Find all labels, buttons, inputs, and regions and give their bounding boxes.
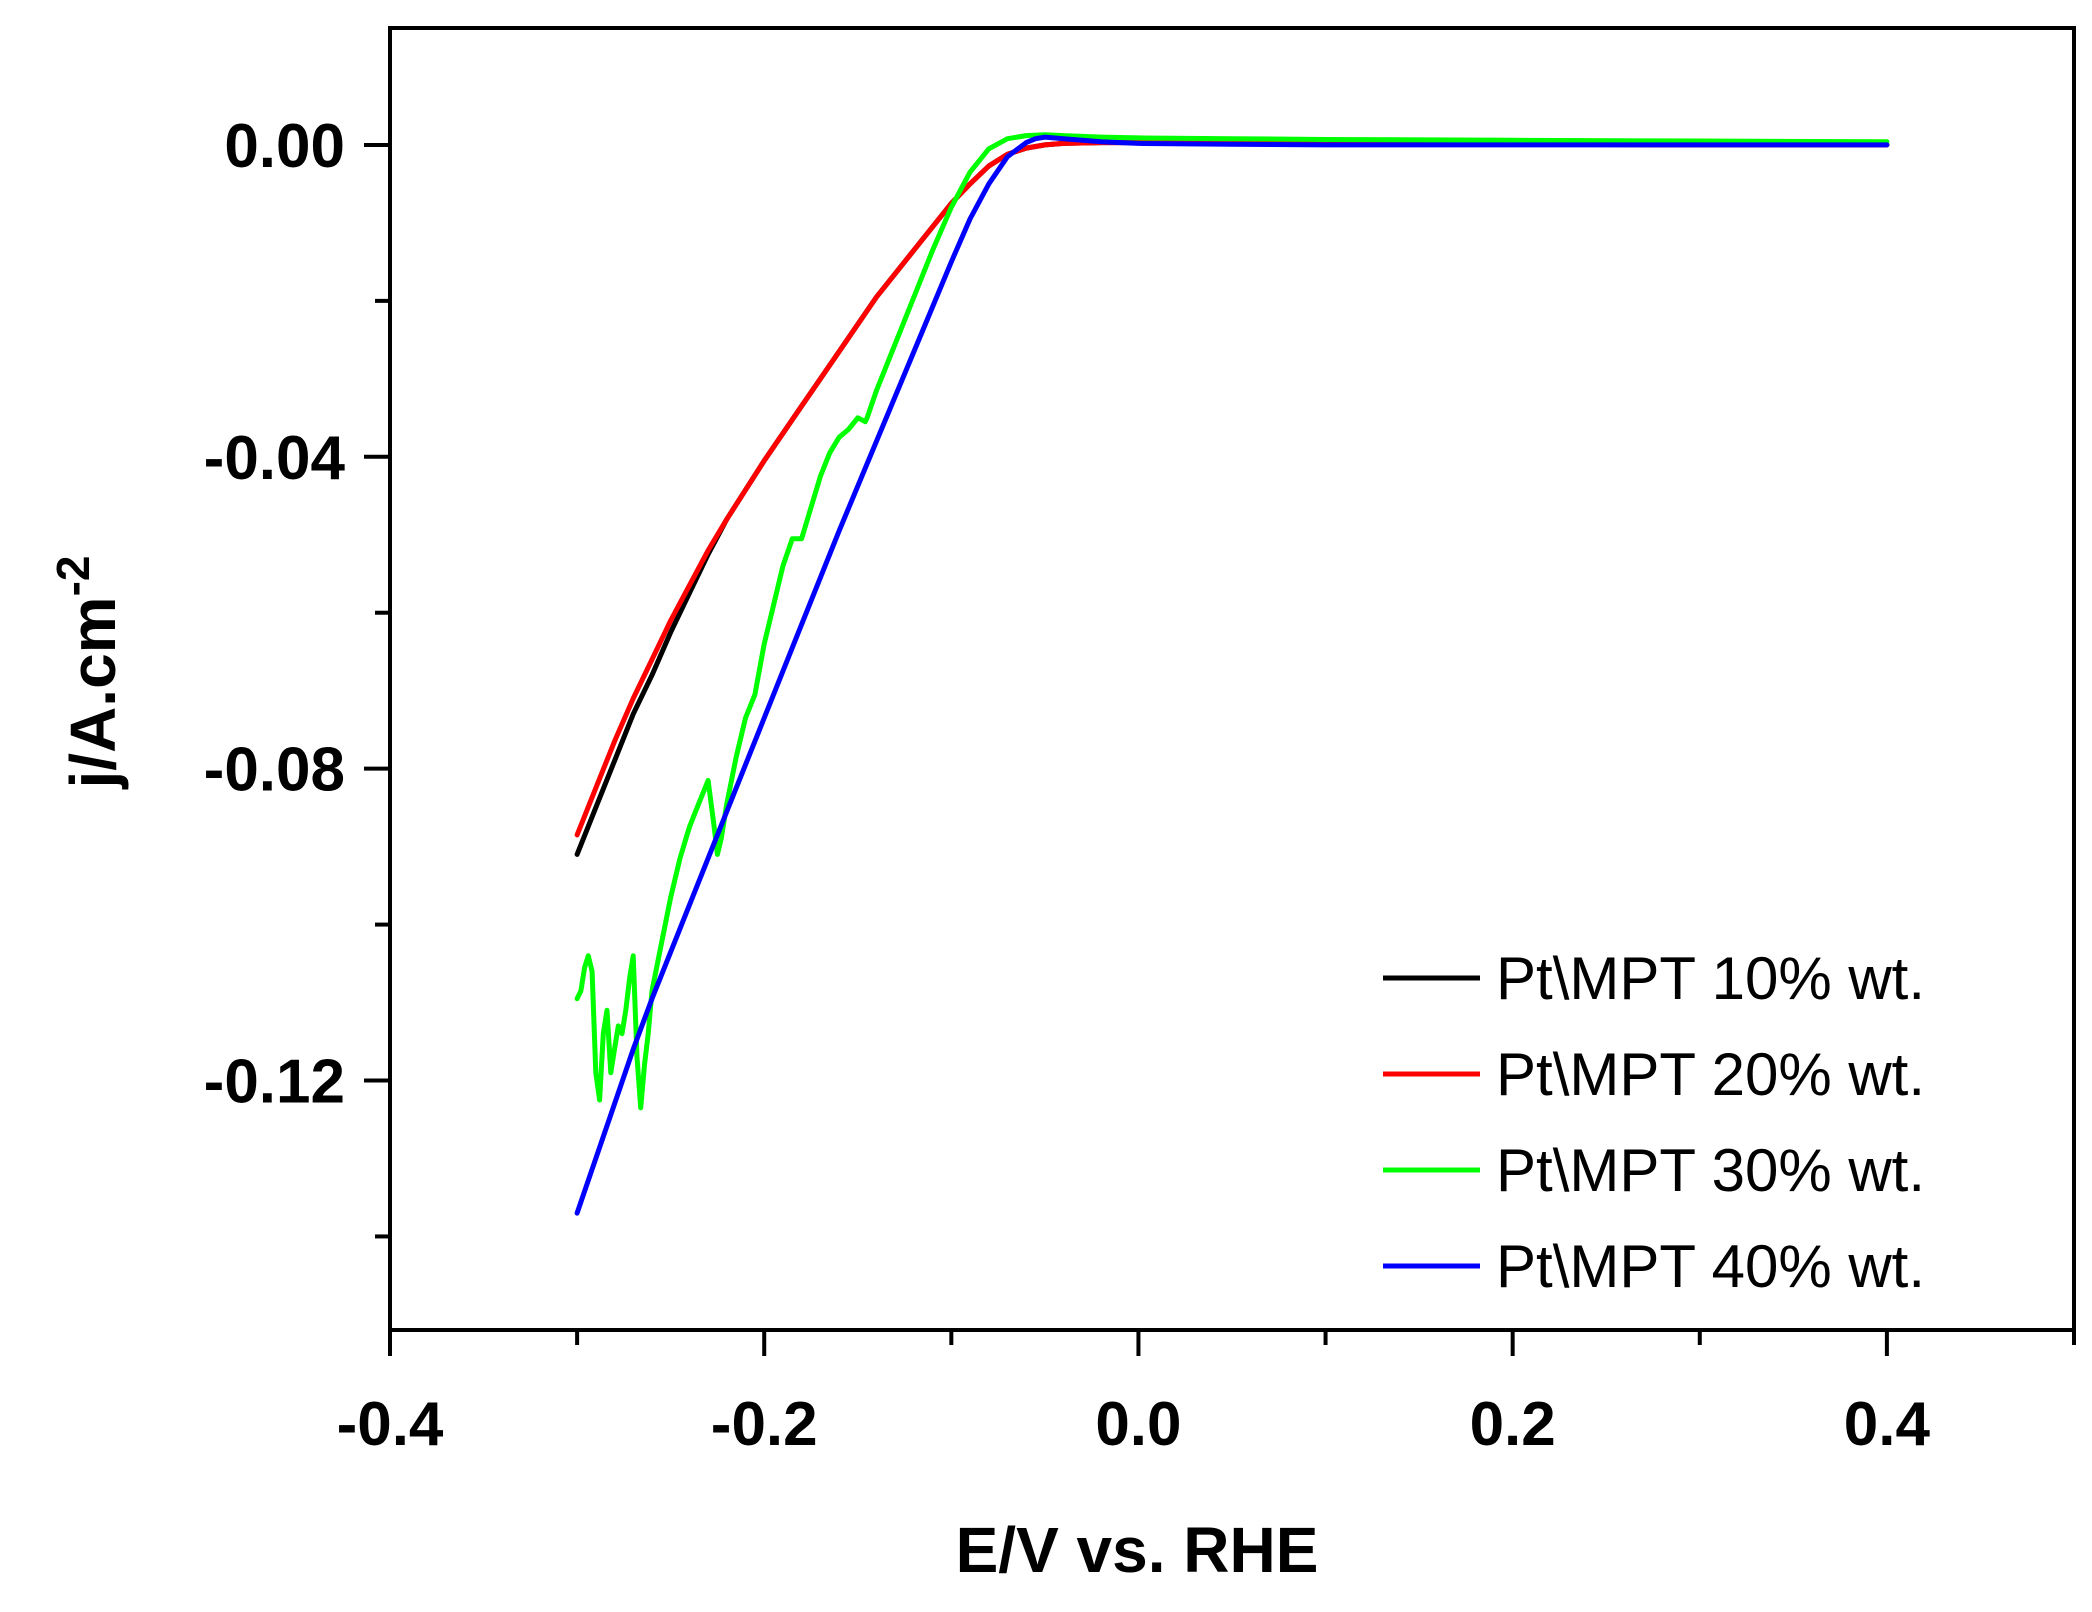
series-line-4 [574, 134, 1890, 1216]
y-tick-label: 0.00 [224, 112, 345, 181]
y-axis-title-main: j/A.cm [57, 596, 129, 789]
series-line-3 [574, 132, 1890, 1111]
x-tick-label: -0.4 [337, 1390, 444, 1459]
y-axis-title-superscript: -2 [47, 556, 99, 597]
plot-frame [388, 26, 2076, 1332]
x-axis-title: E/V vs. RHE [956, 1514, 1319, 1586]
tick-layer [364, 142, 2076, 1356]
series-line-1 [574, 140, 1890, 857]
x-tick-label: -0.2 [711, 1390, 818, 1459]
x-tick-label: 0.0 [1095, 1390, 1181, 1459]
y-tick-label: -0.04 [204, 424, 346, 493]
legend-label-1: Pt\MPT 10% wt. [1496, 945, 1925, 1012]
x-tick-label: 0.4 [1844, 1390, 1931, 1459]
y-tick-label: -0.12 [204, 1048, 345, 1117]
series-layer [574, 132, 1890, 1216]
legend: Pt\MPT 10% wt. Pt\MPT 20% wt. Pt\MPT 30% w… [1383, 945, 1925, 1300]
y-tick-label: -0.08 [204, 736, 345, 805]
legend-label-3: Pt\MPT 30% wt. [1496, 1137, 1925, 1204]
x-tick-label: 0.2 [1470, 1390, 1556, 1459]
tick-label-layer: -0.4 -0.2 0.0 0.2 0.4 0.00 -0.04 -0.08 -0.12 [204, 112, 1931, 1459]
legend-label-4: Pt\MPT 40% wt. [1496, 1233, 1925, 1300]
series-line-2 [574, 140, 1890, 838]
y-axis-title: j/A.cm-2 [47, 556, 129, 790]
legend-label-2: Pt\MPT 20% wt. [1496, 1041, 1925, 1108]
